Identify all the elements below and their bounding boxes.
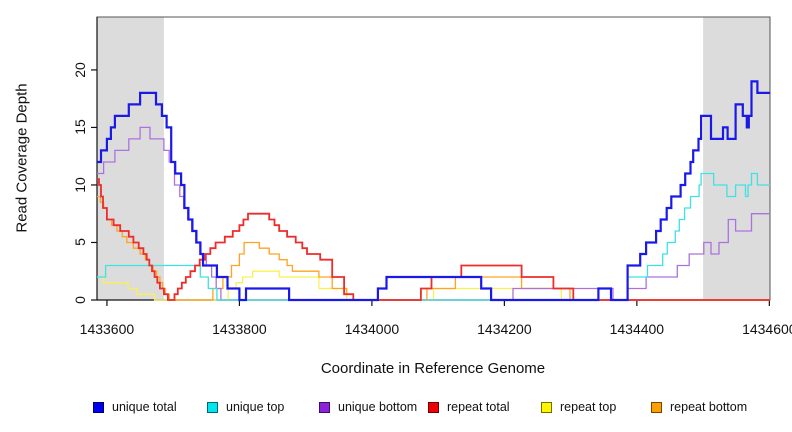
series-path-repeat-total: [97, 178, 770, 301]
legend-item-unique-total: unique total: [93, 398, 177, 416]
series-path-unique-top: [97, 172, 770, 301]
legend-swatch-unique-top: [207, 401, 218, 413]
y-tick-label: 10: [72, 177, 88, 193]
legend-swatch-repeat-bottom: [651, 401, 662, 413]
y-axis-title: Read Coverage Depth: [13, 83, 31, 233]
x-tick-label: 1434000: [344, 321, 400, 337]
series-path-unique-total: [97, 80, 770, 302]
y-tick-label: 5: [72, 238, 88, 247]
x-axis-title: Coordinate in Reference Genome: [320, 360, 546, 377]
x-tick-label: 1434600: [742, 321, 792, 337]
legend-label: repeat top: [560, 400, 617, 414]
legend: unique total unique top unique bottom repea…: [0, 398, 792, 422]
right-repeat-region: [703, 17, 770, 300]
series-path-repeat-bottom: [97, 195, 770, 301]
legend-label: unique top: [226, 400, 285, 414]
x-tick-label: 1434400: [609, 321, 665, 337]
legend-label: unique bottom: [338, 400, 418, 414]
legend-swatch-repeat-top: [541, 401, 552, 413]
legend-item-unique-bottom: unique bottom: [319, 398, 417, 416]
x-tick-label: 1434200: [477, 321, 532, 337]
series-path-unique-bottom: [97, 126, 770, 301]
legend-item-repeat-top: repeat top: [541, 398, 616, 416]
legend-label: repeat bottom: [670, 400, 748, 414]
left-repeat-region: [97, 17, 164, 300]
legend-item-repeat-bottom: repeat bottom: [651, 398, 747, 416]
plot-box: [96, 16, 771, 301]
legend-swatch-repeat-total: [428, 401, 439, 413]
legend-item-unique-top: unique top: [207, 398, 284, 416]
y-tick-label: 0: [72, 296, 88, 304]
series-path-repeat-top: [97, 270, 770, 301]
legend-swatch-unique-total: [93, 401, 104, 413]
legend-swatch-unique-bottom: [319, 401, 330, 413]
legend-item-repeat-total: repeat total: [428, 398, 510, 416]
legend-label: repeat total: [447, 400, 510, 414]
x-tick-label: 1433600: [79, 321, 135, 337]
y-tick-label: 20: [72, 62, 88, 78]
y-tick-label: 15: [72, 119, 88, 136]
x-tick-label: 1433800: [212, 321, 267, 337]
legend-label: unique total: [112, 400, 177, 414]
